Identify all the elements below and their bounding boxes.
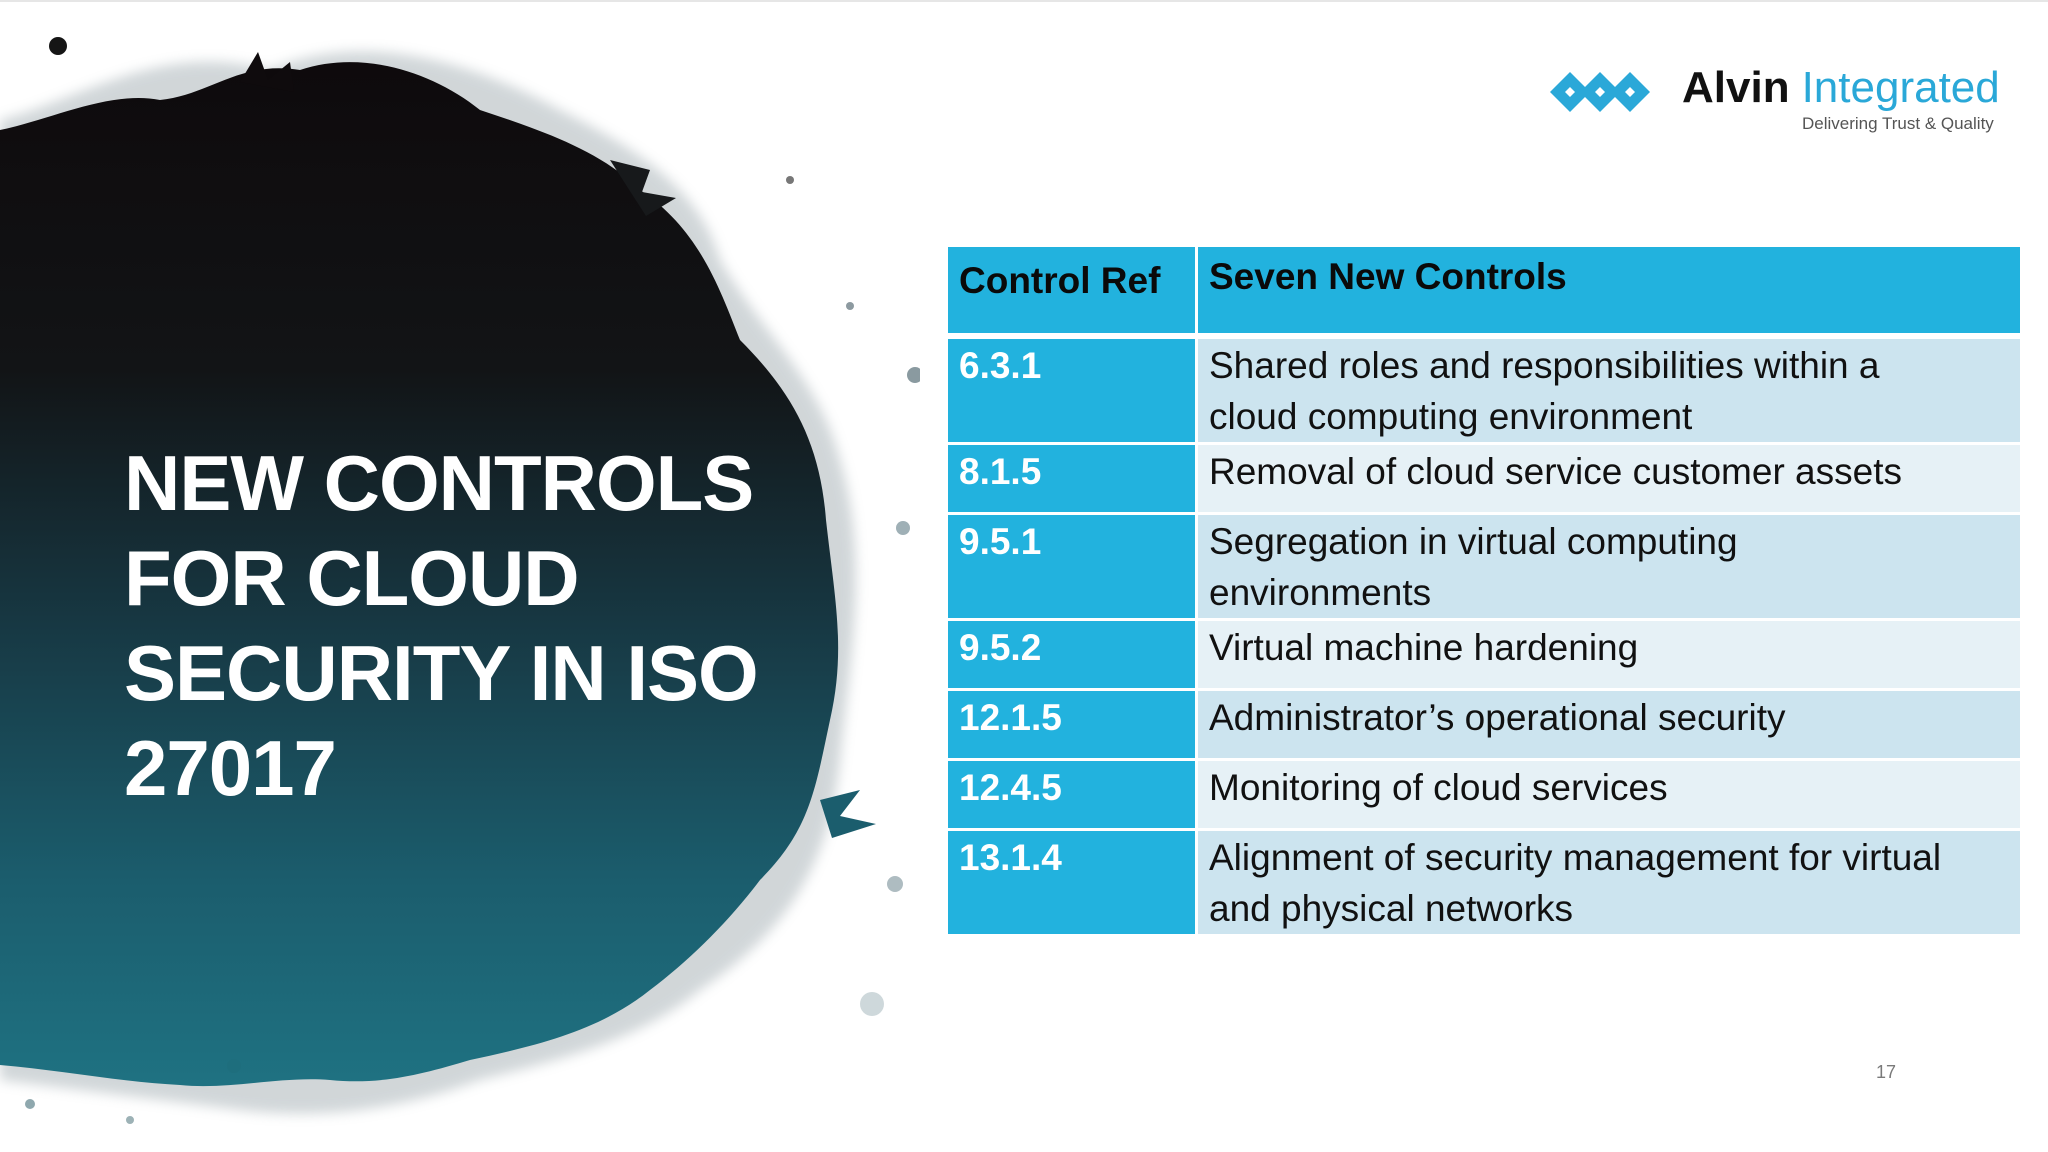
control-name-line: cloud computing environment	[1209, 396, 1693, 437]
control-ref-cell: 12.1.5	[948, 691, 1198, 761]
control-ref-cell: 6.3.1	[948, 336, 1198, 445]
title-line: 27017	[124, 724, 337, 813]
control-name-line: Alignment of security management for vir…	[1209, 837, 1942, 878]
table-row: 13.1.4 Alignment of security management …	[948, 831, 2020, 937]
control-ref-cell: 8.1.5	[948, 445, 1198, 515]
control-name-cell: Shared roles and responsibilities within…	[1198, 336, 2020, 445]
control-name-line: Administrator’s operational security	[1209, 697, 1786, 738]
logo-name-bold: Alvin	[1682, 63, 1790, 112]
table-row: 12.4.5 Monitoring of cloud services	[948, 761, 2020, 831]
slide-title: NEW CONTROLS FOR CLOUD SECURITY IN ISO 2…	[124, 436, 764, 816]
control-name-line: Monitoring of cloud services	[1209, 767, 1668, 808]
top-border	[0, 0, 2048, 2]
controls-table: Control Ref Seven New Controls 6.3.1 Sha…	[948, 247, 2020, 937]
company-logo: Alvin Integrated Delivering Trust & Quali…	[1546, 58, 2016, 140]
table-header-row: Control Ref Seven New Controls	[948, 247, 2020, 336]
logo-name-light: Integrated	[1801, 63, 2000, 112]
table-row: 9.5.1 Segregation in virtual computing e…	[948, 515, 2020, 621]
control-name-cell: Administrator’s operational security	[1198, 691, 2020, 761]
column-header-controls: Seven New Controls	[1198, 247, 2020, 336]
column-header-control-ref: Control Ref	[948, 247, 1198, 336]
control-ref-cell: 12.4.5	[948, 761, 1198, 831]
control-name-line: Shared roles and responsibilities within…	[1209, 345, 1880, 386]
control-name-line: and physical networks	[1209, 888, 1574, 929]
table-row: 8.1.5 Removal of cloud service customer …	[948, 445, 2020, 515]
control-name-cell: Monitoring of cloud services	[1198, 761, 2020, 831]
control-ref-cell: 9.5.1	[948, 515, 1198, 621]
title-line: FOR CLOUD	[124, 534, 580, 623]
logo-wordmark: Alvin Integrated	[1682, 58, 2000, 118]
table-row: 6.3.1 Shared roles and responsibilities …	[948, 336, 2020, 445]
control-name-line: Virtual machine hardening	[1209, 627, 1639, 668]
page-number: 17	[1876, 1062, 1897, 1082]
diamond-chain-icon	[1550, 72, 1650, 112]
control-name-cell: Removal of cloud service customer assets	[1198, 445, 2020, 515]
control-name-cell: Alignment of security management for vir…	[1198, 831, 2020, 937]
logo-tagline: Delivering Trust & Quality	[1802, 114, 1994, 133]
title-line: NEW CONTROLS	[124, 439, 754, 528]
control-ref-cell: 13.1.4	[948, 831, 1198, 937]
control-name-line: Segregation in virtual computing	[1209, 521, 1738, 562]
title-line: SECURITY IN ISO	[124, 629, 759, 718]
table-row: 12.1.5 Administrator’s operational secur…	[948, 691, 2020, 761]
control-name-cell: Segregation in virtual computing environ…	[1198, 515, 2020, 621]
control-name-cell: Virtual machine hardening	[1198, 621, 2020, 691]
control-ref-cell: 9.5.2	[948, 621, 1198, 691]
ink-blob-background	[0, 0, 920, 1152]
control-name-line: Removal of cloud service customer assets	[1209, 451, 1902, 492]
control-name-line: environments	[1209, 572, 1432, 613]
table-row: 9.5.2 Virtual machine hardening	[948, 621, 2020, 691]
